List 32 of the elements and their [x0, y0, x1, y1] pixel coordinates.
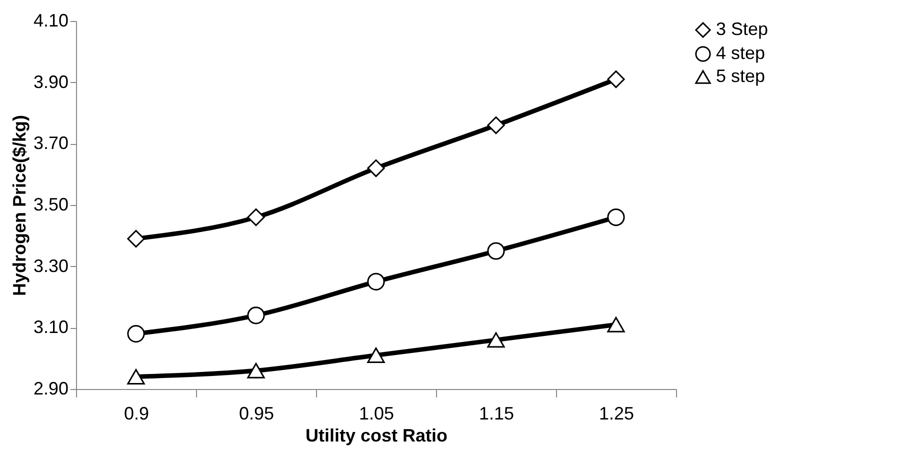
point	[487, 332, 505, 348]
point	[607, 316, 625, 332]
point	[127, 230, 145, 248]
point	[247, 208, 265, 226]
point	[367, 348, 385, 363]
y-tick-label: 4.10	[33, 10, 68, 30]
point	[247, 362, 265, 378]
point	[127, 369, 145, 384]
x-tick-label: 1.25	[598, 404, 634, 424]
legend-label: 4 step	[716, 43, 766, 63]
y-tick-label: 3.50	[33, 194, 68, 214]
x-tick-label: 1.15	[478, 404, 514, 424]
point	[367, 272, 385, 290]
point	[487, 242, 505, 260]
point	[247, 306, 265, 324]
x-tick-label: 0.95	[238, 404, 274, 424]
x-tick-label: 0.9	[124, 404, 150, 424]
legend-label: 3 Step	[716, 19, 768, 39]
y-tick-label: 3.90	[33, 72, 68, 92]
x-axis-title: Utility cost Ratio	[305, 426, 448, 446]
y-tick-label: 3.70	[33, 133, 68, 154]
point	[127, 325, 145, 343]
legend-label: 5 step	[716, 66, 766, 86]
point	[607, 70, 625, 88]
x-tick-label: 1.05	[358, 404, 394, 424]
y-tick-label: 3.30	[33, 256, 68, 276]
point	[607, 208, 625, 226]
point	[487, 116, 505, 134]
y-tick-label: 2.90	[33, 378, 68, 398]
y-tick-label: 3.10	[33, 317, 68, 338]
y-axis-title: Hydrogen Price($/kg)	[9, 114, 30, 296]
point	[367, 159, 385, 178]
